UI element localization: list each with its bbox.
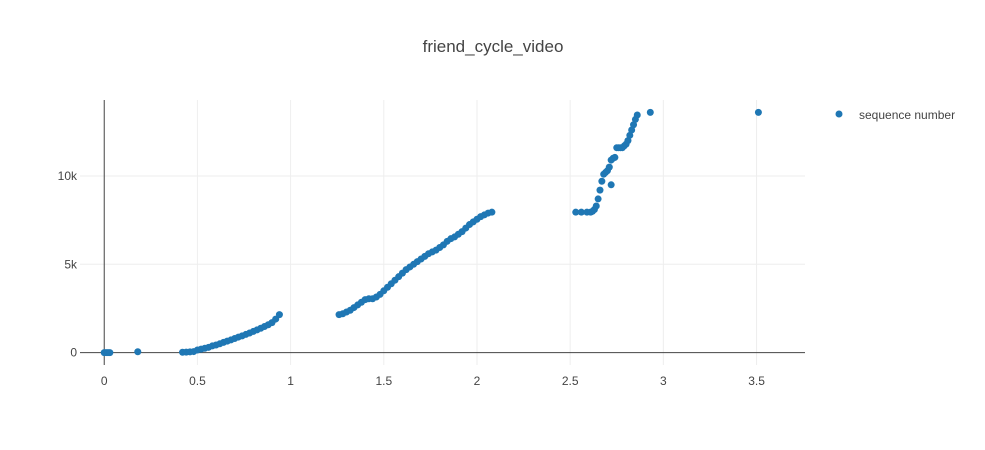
- legend-label-sequence-number: sequence number: [859, 108, 955, 122]
- data-point[interactable]: [611, 153, 619, 161]
- data-points: [100, 108, 762, 357]
- data-point[interactable]: [275, 311, 283, 319]
- data-point[interactable]: [633, 111, 641, 119]
- y-tick-label: 10k: [58, 169, 78, 183]
- data-point[interactable]: [605, 163, 613, 171]
- x-tick-label: 2.5: [562, 374, 579, 388]
- chart-title: friend_cycle_video: [423, 37, 564, 56]
- axes: [80, 100, 805, 365]
- data-point[interactable]: [594, 195, 602, 203]
- data-point[interactable]: [646, 108, 654, 116]
- y-tick-label: 0: [70, 346, 77, 360]
- data-point[interactable]: [754, 108, 762, 116]
- data-point[interactable]: [624, 137, 632, 145]
- x-tick-label: 2: [474, 374, 481, 388]
- data-point[interactable]: [134, 348, 142, 356]
- data-point[interactable]: [628, 126, 636, 134]
- x-tick-label: 1.5: [375, 374, 392, 388]
- data-point[interactable]: [592, 202, 600, 210]
- grid-lines: [80, 100, 805, 365]
- data-point[interactable]: [596, 186, 604, 194]
- data-point[interactable]: [106, 349, 114, 357]
- x-tick-label: 1: [287, 374, 294, 388]
- data-point[interactable]: [607, 181, 615, 189]
- data-point[interactable]: [488, 208, 496, 216]
- x-tick-label: 3.5: [748, 374, 765, 388]
- y-tick-label: 5k: [64, 257, 78, 271]
- legend[interactable]: sequence number: [835, 108, 956, 122]
- legend-marker: [835, 110, 843, 118]
- data-point[interactable]: [577, 208, 585, 216]
- data-point[interactable]: [630, 121, 638, 129]
- x-tick-label: 3: [660, 374, 667, 388]
- data-point[interactable]: [572, 208, 580, 216]
- data-point[interactable]: [626, 131, 634, 139]
- x-tick-label: 0: [101, 374, 108, 388]
- tick-labels: 0 0.5 1 1.5 2 2.5 3 3.5 0 5k 10k: [58, 169, 766, 388]
- data-point[interactable]: [598, 177, 606, 185]
- x-tick-label: 0.5: [189, 374, 206, 388]
